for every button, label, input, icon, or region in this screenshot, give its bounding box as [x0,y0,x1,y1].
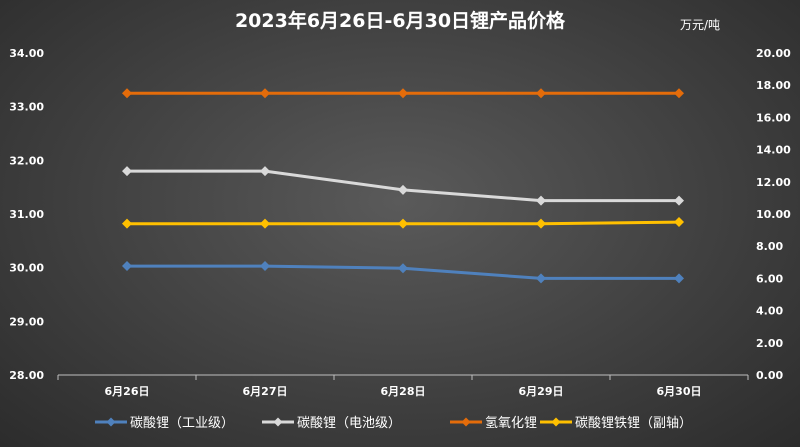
legend-item: 碳酸锂（电池级） [262,416,401,431]
legend-marker [551,417,561,427]
y-left-tick-label: 30.00 [9,262,44,275]
legend-label: 碳酸锂（电池级） [297,416,401,431]
x-tick-label: 6月29日 [519,385,564,398]
y-left-tick-label: 29.00 [9,315,44,328]
legend-item: 碳酸锂铁锂（副轴） [540,416,692,431]
data-point-marker [674,217,684,228]
x-tick-label: 6月28日 [381,385,426,398]
data-point-marker [674,195,684,206]
y-left-tick-label: 34.00 [9,47,44,60]
y-right-tick-label: 0.00 [756,369,783,382]
x-tick-label: 6月26日 [105,385,150,398]
y-left-tick-label: 28.00 [9,369,44,382]
data-point-marker [260,166,270,177]
data-point-marker [398,263,408,274]
y-right-tick-label: 12.00 [756,176,791,189]
data-point-marker [122,166,132,177]
data-point-marker [122,218,132,229]
y-right-tick-label: 10.00 [756,208,791,221]
data-point-marker [122,88,132,99]
series-3 [122,88,684,99]
data-point-marker [260,218,270,229]
axes: 28.00 29.00 30.00 31.00 32.00 33.00 34.00 0.00 2… [9,47,791,398]
legend-item: 碳酸锂（工业级） [95,416,234,431]
y-right-tick-label: 4.00 [756,305,783,318]
y-right-tick-label: 18.00 [756,79,791,92]
series-4 [122,217,684,229]
data-point-marker [122,261,132,272]
legend-marker [273,417,283,427]
legend-item: 氢氧化锂 [450,416,537,431]
series-layer [122,88,684,284]
y-left-tick-label: 31.00 [9,208,44,221]
unit-label: 万元/吨 [680,18,720,32]
y-right-tick-label: 14.00 [756,144,791,157]
y-right-tick-label: 16.00 [756,111,791,124]
series-2 [122,166,684,206]
data-point-marker [536,88,546,99]
y-right-tick-label: 6.00 [756,272,783,285]
data-point-marker [260,261,270,272]
chart-title: 2023年6月26日-6月30日锂产品价格 [235,9,566,32]
data-point-marker [536,273,546,284]
data-point-marker [674,273,684,284]
x-tick-label: 6月30日 [657,385,702,398]
legend-label: 碳酸锂铁锂（副轴） [575,416,692,431]
y-left-tick-label: 33.00 [9,101,44,114]
series-1 [122,261,684,284]
data-point-marker [536,218,546,229]
legend-label: 氢氧化锂 [485,416,537,431]
legend: 碳酸锂（工业级） 碳酸锂（电池级） 氢氧化锂 碳酸锂铁锂（副轴） [95,416,692,431]
data-point-marker [674,88,684,99]
data-point-marker [398,218,408,229]
legend-marker [106,417,116,427]
y-right-tick-label: 2.00 [756,337,783,350]
data-point-marker [536,195,546,206]
y-left-tick-label: 32.00 [9,154,44,167]
data-point-marker [260,88,270,99]
legend-label: 碳酸锂（工业级） [130,416,234,431]
data-point-marker [398,88,408,99]
y-right-tick-label: 8.00 [756,240,783,253]
y-right-tick-label: 20.00 [756,47,791,60]
x-tick-label: 6月27日 [243,385,288,398]
data-point-marker [398,184,408,195]
legend-marker [461,417,471,427]
